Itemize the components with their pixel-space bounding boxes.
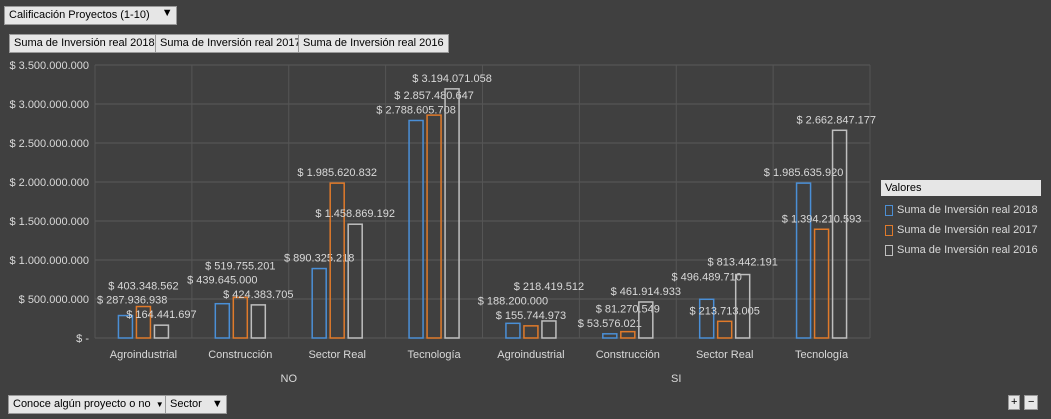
data-label: $ 155.744.973 [496, 310, 566, 322]
filter-label: Calificación Proyectos (1-10) [9, 9, 150, 21]
x-tick-label: Tecnología [795, 349, 849, 361]
x-tick-label: Agroindustrial [110, 349, 177, 361]
bar [232, 296, 249, 339]
value-button-2018[interactable]: Suma de Inversión real 2018 [9, 34, 160, 53]
bar [602, 333, 618, 339]
group-label: NO [281, 373, 298, 385]
bar [541, 320, 557, 339]
data-label: $ 813.442.191 [708, 257, 778, 269]
data-label: $ 188.200.000 [478, 295, 548, 307]
y-tick-label: $ 1.000.000.000 [9, 255, 89, 267]
filter-label: Conoce algún proyecto o no [13, 398, 151, 410]
data-label: $ 1.985.620.832 [297, 167, 377, 179]
legend: Valores Suma de Inversión real 2018 Suma… [881, 180, 1041, 256]
bar [214, 302, 231, 339]
y-tick-label: $ 3.500.000.000 [9, 60, 89, 72]
filter-sector[interactable]: Sector ▼ [165, 395, 227, 414]
value-button-2017[interactable]: Suma de Inversión real 2017 [155, 34, 306, 53]
data-label: $ 287.936.938 [97, 295, 167, 307]
data-label: $ 403.348.562 [108, 281, 178, 293]
bar [620, 330, 636, 339]
filter-conoce[interactable]: Conoce algún proyecto o no ▼ [8, 395, 168, 414]
bar [250, 304, 267, 339]
data-label: $ 81.270.549 [596, 304, 660, 316]
bar [117, 314, 134, 339]
bar [311, 267, 327, 339]
legend-item-2018: Suma de Inversión real 2018 [885, 204, 1041, 216]
y-tick-label: $ 2.000.000.000 [9, 177, 89, 189]
filter-calificacion[interactable]: Calificación Proyectos (1-10) ▼ [4, 6, 177, 25]
funnel-icon: ▼ [211, 398, 223, 410]
bar [831, 129, 848, 339]
legend-item-2016: Suma de Inversión real 2016 [885, 244, 1041, 256]
data-label: $ 496.489.710 [672, 271, 742, 283]
expand-button[interactable]: + [1008, 395, 1021, 410]
y-tick-label: $ 2.500.000.000 [9, 138, 89, 150]
collapse-button[interactable]: − [1024, 395, 1039, 410]
bar [347, 223, 363, 339]
value-button-2016[interactable]: Suma de Inversión real 2016 [298, 34, 449, 53]
data-label: $ 890.325.218 [284, 253, 354, 265]
data-label: $ 218.419.512 [514, 281, 584, 293]
y-tick-label: $ - [76, 333, 89, 345]
data-label: $ 439.645.000 [187, 275, 257, 287]
data-label: $ 519.755.201 [205, 260, 275, 272]
dropdown-icon: ▼ [155, 400, 164, 409]
legend-title: Valores [881, 180, 1041, 196]
x-tick-label: Sector Real [308, 349, 365, 361]
y-tick-label: $ 3.000.000.000 [9, 99, 89, 111]
x-tick-label: Agroindustrial [497, 349, 564, 361]
data-label: $ 164.441.697 [126, 309, 196, 321]
bar [523, 325, 539, 339]
bar [153, 324, 170, 339]
data-label: $ 2.857.480.647 [394, 90, 474, 102]
bar [135, 305, 152, 339]
bar [329, 182, 345, 339]
x-tick-label: Construcción [596, 349, 660, 361]
data-label: $ 424.383.705 [223, 289, 293, 301]
data-label: $ 2.662.847.177 [796, 114, 876, 126]
bar [734, 273, 751, 339]
data-label: $ 1.985.635.920 [764, 167, 844, 179]
bar [408, 119, 424, 339]
bar [505, 322, 521, 339]
data-label: $ 461.914.933 [611, 286, 681, 298]
x-tick-label: Construcción [208, 349, 272, 361]
legend-item-2017: Suma de Inversión real 2017 [885, 224, 1041, 236]
bar [716, 320, 733, 339]
data-label: $ 2.788.605.708 [376, 104, 456, 116]
bar [813, 228, 830, 339]
x-tick-label: Tecnología [407, 349, 461, 361]
data-label: $ 1.394.210.593 [782, 213, 862, 225]
data-label: $ 53.576.021 [578, 318, 642, 330]
data-label: $ 213.713.005 [690, 305, 760, 317]
filter-label: Sector [170, 398, 202, 410]
bar [444, 88, 460, 339]
bar [795, 182, 812, 339]
data-label: $ 3.194.071.058 [412, 73, 492, 85]
bar [638, 301, 654, 339]
x-tick-label: Sector Real [696, 349, 753, 361]
bar [698, 298, 715, 339]
group-label: SI [671, 373, 681, 385]
y-tick-label: $ 1.500.000.000 [9, 216, 89, 228]
y-tick-label: $ 500.000.000 [19, 294, 89, 306]
data-label: $ 1.458.869.192 [315, 208, 395, 220]
funnel-icon: ▼ [161, 7, 173, 19]
bar [426, 114, 442, 339]
